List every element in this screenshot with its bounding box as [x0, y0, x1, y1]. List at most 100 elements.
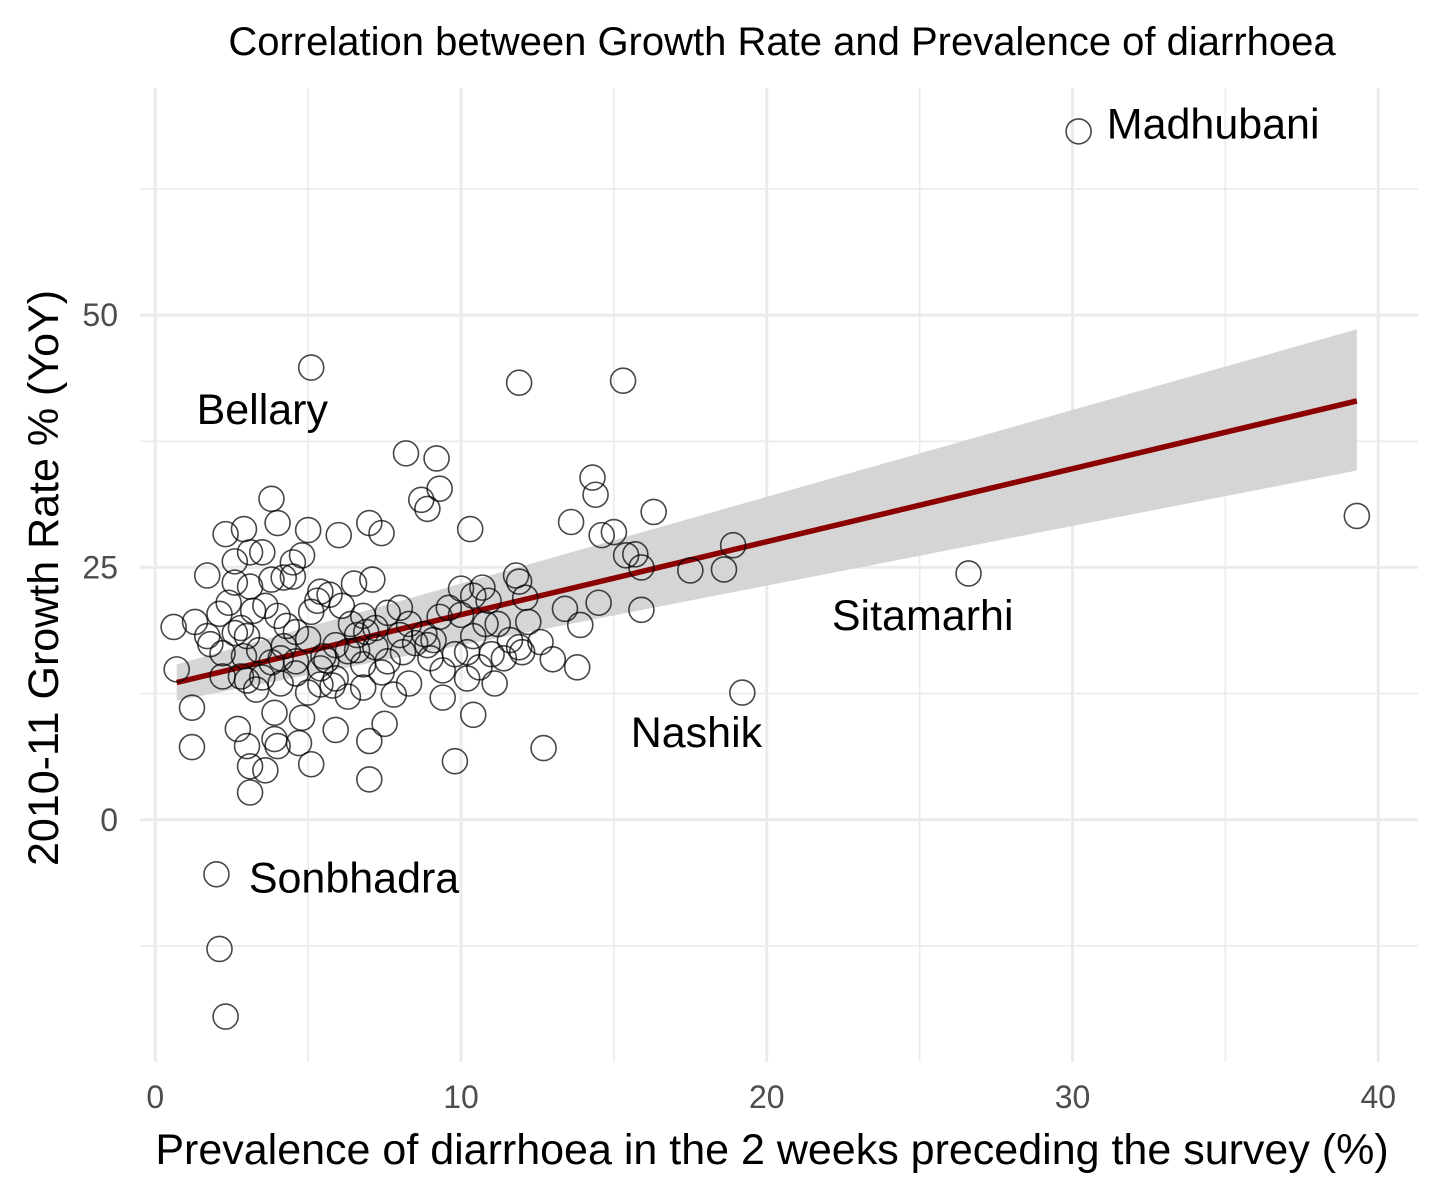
- data-point: [530, 734, 557, 762]
- data-point: [710, 556, 738, 583]
- data-point: [273, 612, 301, 640]
- data-point: [356, 727, 383, 755]
- data-point: [221, 548, 249, 575]
- annotation-label: Sitamarhi: [832, 592, 1014, 640]
- data-point: [261, 699, 288, 727]
- data-point: [729, 679, 756, 706]
- y-tick-label: 0: [100, 802, 118, 838]
- data-point: [163, 656, 190, 683]
- x-tick-label: 30: [1055, 1079, 1091, 1115]
- data-point: [288, 704, 316, 732]
- data-point: [539, 645, 567, 673]
- data-point: [600, 518, 628, 546]
- data-point: [233, 732, 261, 760]
- data-point: [322, 631, 349, 659]
- data-point: [588, 521, 615, 549]
- data-point: [508, 638, 536, 666]
- data-point: [368, 519, 395, 547]
- data-point: [395, 670, 423, 697]
- data-point: [230, 515, 258, 543]
- annotation-label: Madhubani: [1107, 100, 1320, 148]
- data-points: [160, 118, 1371, 1030]
- data-point: [334, 683, 362, 710]
- data-point: [230, 642, 258, 670]
- x-axis-title: Prevalence of diarrhoea in the 2 weeks p…: [155, 1126, 1388, 1174]
- data-point: [356, 766, 383, 793]
- data-point: [447, 575, 475, 602]
- x-tick-label: 40: [1360, 1079, 1396, 1115]
- data-point: [178, 694, 206, 722]
- data-point: [472, 610, 499, 638]
- data-point: [557, 508, 585, 536]
- annotation-label: Nashik: [631, 709, 763, 757]
- data-point: [209, 639, 236, 667]
- data-point: [423, 445, 450, 472]
- data-point: [343, 636, 371, 664]
- data-point: [340, 570, 368, 597]
- x-axis-ticks: 0 10 20 30 40: [146, 1079, 1396, 1115]
- data-point: [395, 610, 423, 638]
- data-point: [328, 592, 356, 620]
- data-point: [212, 520, 239, 548]
- data-point: [1343, 502, 1371, 530]
- x-tick-label: 0: [146, 1079, 164, 1115]
- data-point: [319, 672, 346, 699]
- data-point: [279, 549, 307, 576]
- data-point: [349, 674, 377, 701]
- data-point: [236, 538, 264, 566]
- data-point: [160, 613, 187, 641]
- data-point: [582, 481, 609, 509]
- data-point: [609, 367, 637, 395]
- data-point: [258, 485, 285, 513]
- data-point: [368, 659, 395, 686]
- data-point: [212, 1003, 239, 1030]
- x-tick-label: 10: [443, 1079, 479, 1115]
- data-point: [447, 601, 475, 629]
- data-point: [401, 629, 429, 657]
- data-point: [414, 495, 441, 523]
- data-point: [579, 464, 606, 491]
- data-point: [203, 860, 230, 888]
- chart-title: Correlation between Growth Rate and Prev…: [228, 20, 1336, 64]
- data-point: [551, 595, 579, 623]
- data-point: [441, 747, 469, 775]
- data-point: [297, 354, 325, 381]
- data-point: [469, 574, 496, 601]
- data-point: [279, 563, 307, 590]
- data-point: [221, 619, 249, 647]
- data-point: [628, 554, 655, 581]
- x-tick-label: 20: [749, 1079, 785, 1115]
- data-point: [505, 633, 533, 661]
- data-point: [514, 608, 542, 636]
- data-point: [505, 568, 533, 595]
- data-point: [414, 631, 441, 659]
- data-point: [677, 557, 704, 584]
- data-point: [270, 564, 297, 591]
- annotation-label: Bellary: [197, 386, 329, 434]
- data-point: [628, 596, 655, 624]
- data-point: [264, 509, 291, 537]
- data-point: [1065, 118, 1092, 145]
- data-point: [248, 664, 276, 691]
- data-point: [236, 752, 264, 780]
- data-point: [453, 665, 481, 692]
- data-point: [294, 625, 322, 653]
- data-point: [206, 600, 233, 628]
- data-point: [215, 589, 242, 617]
- data-point: [264, 732, 291, 760]
- data-point: [459, 582, 487, 609]
- data-point: [502, 562, 530, 589]
- data-point: [224, 715, 252, 743]
- data-point: [221, 569, 249, 596]
- data-point: [386, 594, 414, 622]
- data-point: [178, 733, 206, 761]
- data-point: [248, 538, 276, 566]
- data-point: [227, 614, 255, 642]
- data-point: [420, 626, 447, 654]
- data-point: [478, 640, 505, 668]
- data-point: [490, 644, 518, 672]
- data-point: [481, 670, 508, 697]
- data-point: [242, 676, 270, 703]
- y-axis-title: 2010-11 Growth Rate % (YoY): [20, 290, 68, 866]
